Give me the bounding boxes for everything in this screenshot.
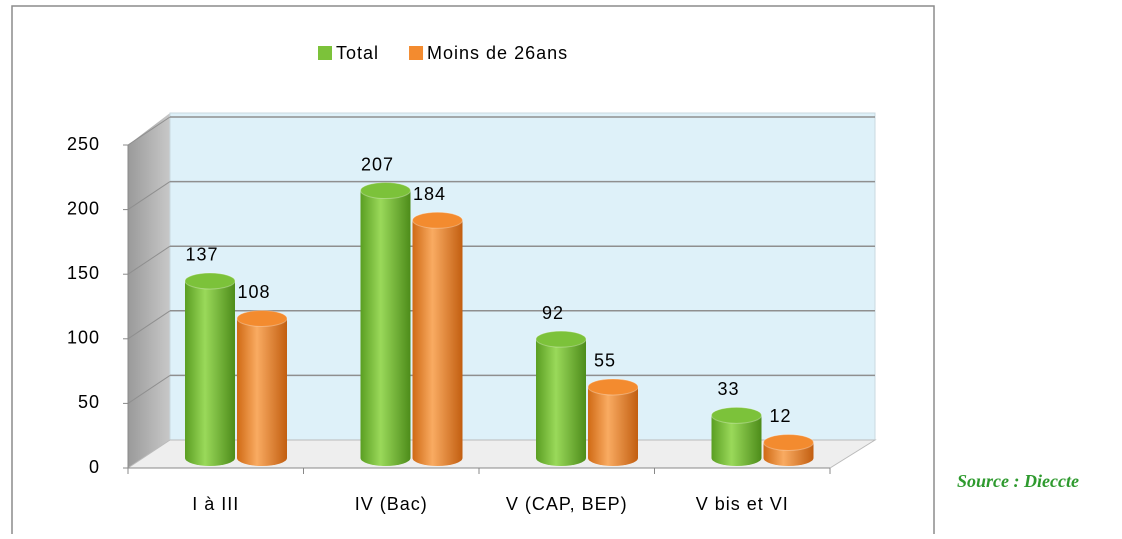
bar [412, 220, 463, 466]
bar-top [184, 272, 236, 290]
data-label: 12 [769, 406, 791, 426]
y-tick-label: 150 [67, 263, 100, 283]
bar [588, 386, 638, 466]
data-label: 184 [413, 184, 446, 204]
y-tick-label: 250 [67, 134, 100, 154]
data-label: 108 [237, 282, 270, 302]
grid-line-side [127, 374, 171, 404]
bar [185, 280, 235, 466]
data-label: 137 [185, 245, 218, 265]
data-label: 55 [594, 351, 616, 371]
bar-top [236, 309, 288, 327]
x-tick-label: V bis et VI [696, 494, 789, 514]
data-label: 207 [361, 154, 394, 174]
bar [536, 339, 586, 466]
bar-top [763, 433, 814, 451]
grid-line-side [127, 310, 171, 340]
bar [711, 415, 762, 466]
grid-line-side [127, 245, 171, 275]
legend-swatch [318, 46, 332, 60]
data-label: 92 [542, 303, 564, 323]
bar [237, 318, 287, 466]
data-label: 33 [717, 379, 739, 399]
bar-top [360, 182, 411, 200]
y-tick-label: 200 [67, 198, 100, 218]
side-wall [128, 113, 170, 468]
legend-label: Moins de 26ans [427, 43, 568, 63]
plot: 0 50 100 150 200 250 I à III IV (Bac) V (CAP, BE… [67, 43, 875, 514]
y-tick-label: 0 [89, 457, 100, 477]
bar-top [587, 378, 639, 396]
bar [360, 190, 411, 466]
y-tick-label: 100 [67, 328, 100, 348]
back-wall [169, 112, 876, 441]
bar-top [535, 330, 587, 348]
x-tick-label: IV (Bac) [355, 494, 428, 514]
source: Source : Dieccte [957, 471, 1079, 491]
bar-top [711, 406, 762, 424]
y-tick-label: 50 [78, 392, 100, 412]
grid-line-side [127, 116, 171, 146]
bar-top [412, 211, 463, 229]
legend-label: Total [336, 43, 379, 63]
x-tick-label: V (CAP, BEP) [506, 494, 628, 514]
grid-line-side [127, 181, 171, 211]
x-tick-label: I à III [192, 494, 239, 514]
legend-swatch [409, 46, 424, 60]
